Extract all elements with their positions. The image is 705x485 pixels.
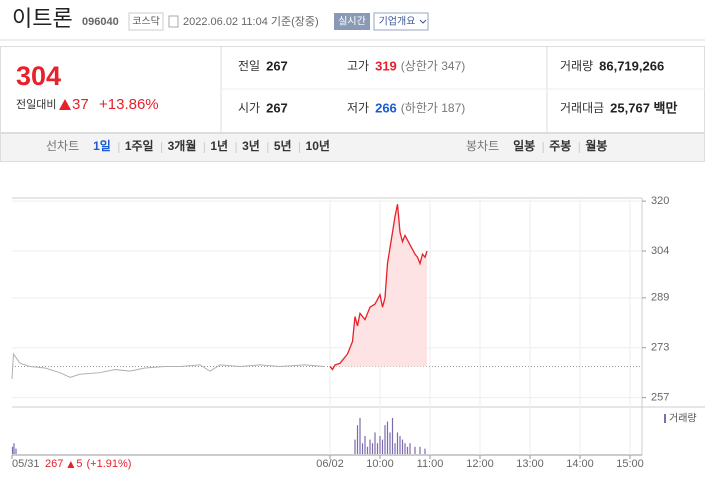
stat-label: 고가 — [347, 59, 369, 73]
stock-code: 096040 — [82, 16, 119, 28]
change-label: 전일대비 — [16, 97, 56, 111]
realtime[interactable]: 실시간 — [338, 16, 366, 28]
volume-bar — [404, 443, 406, 454]
stat-label: 시가 — [238, 101, 260, 115]
footer-price: 267 — [45, 458, 63, 470]
up-arrow — [59, 99, 71, 110]
calendar-icon — [168, 15, 179, 28]
stat-value: 25,767 백만 — [610, 100, 677, 115]
y-tick-label: 304 — [651, 245, 669, 257]
change-pct: +13.86% — [99, 96, 159, 113]
volume-bar — [394, 443, 396, 454]
period-tab[interactable]: 3개월 — [168, 138, 197, 153]
tabs: 선차트 1일 1주일 3개월 1년 3년 5년 10년 봉차트 일봉 주봉 월봉 — [46, 138, 607, 153]
volume-bar — [364, 436, 366, 454]
stat-value: 266 — [375, 100, 397, 115]
stat-value: 267 — [266, 100, 288, 115]
volume-bar — [384, 425, 386, 454]
realtime-badge[interactable] — [334, 13, 370, 30]
volume-bar — [376, 443, 379, 454]
stat-value: 319 — [375, 58, 397, 73]
volume-bar — [401, 439, 404, 454]
period-tab[interactable]: 1주일 — [125, 139, 154, 153]
volume-legend-mark — [664, 414, 666, 423]
stat-note: (상한가 347) — [401, 59, 465, 73]
volume-bar — [424, 448, 426, 454]
stat-label: 저가 — [347, 101, 369, 115]
dropdown-arrow — [419, 19, 427, 24]
market: 코스닥 — [132, 16, 160, 28]
volume-bar — [366, 446, 369, 454]
y-tick-label: 273 — [651, 342, 669, 354]
period-tab[interactable]: 1년 — [210, 139, 228, 153]
stat-label: 거래대금 — [560, 101, 604, 115]
y-tick-label: 320 — [651, 195, 669, 207]
volume-bar — [396, 432, 399, 454]
x-tick-label: 05/31 — [12, 458, 40, 470]
volume-bar — [419, 446, 421, 454]
volume-bar — [379, 436, 381, 454]
volume-bar — [386, 421, 389, 454]
volume-bar — [359, 418, 361, 454]
x-tick-label: 06/02 — [316, 458, 344, 470]
volume-bar — [13, 443, 15, 454]
tab-label: 선차트 — [46, 139, 79, 153]
y-tick-label: 289 — [651, 292, 669, 304]
volume-bar — [391, 418, 394, 454]
stat-label: 거래량 — [560, 59, 593, 73]
volume-bar — [361, 443, 364, 454]
change: 37 — [72, 96, 89, 113]
footer-change-pct: (+1.91%) — [86, 458, 131, 470]
volume-bar — [15, 448, 17, 454]
period-tab[interactable]: 1일 — [93, 139, 111, 153]
volume-bar — [409, 443, 411, 454]
volume-bar — [406, 446, 409, 454]
x-tick-label: 15:00 — [616, 458, 644, 470]
volume-label: 거래량 — [669, 413, 697, 425]
volume-bar — [11, 446, 14, 454]
candle-tab[interactable]: 주봉 — [549, 139, 571, 153]
stat-note: (하한가 187) — [401, 101, 465, 115]
footer-change: 5 — [76, 458, 82, 470]
volume-bar — [414, 446, 416, 454]
price-line — [11, 352, 326, 379]
volume-bar — [369, 439, 371, 454]
candle-tab[interactable]: 월봉 — [585, 138, 607, 153]
stat-value: 267 — [266, 58, 288, 73]
volume-bar — [381, 439, 384, 454]
price-line — [329, 204, 428, 371]
x-tick-label: 14:00 — [566, 458, 594, 470]
up-arrow — [67, 461, 75, 468]
volume-bar — [374, 432, 376, 454]
price: 304 — [16, 61, 61, 91]
company-button[interactable] — [373, 12, 429, 31]
x-tick-label: 13:00 — [516, 458, 544, 470]
x-tick-label: 11:00 — [417, 458, 444, 470]
company[interactable]: 기업개요 — [379, 15, 416, 28]
volume-bar — [354, 439, 356, 454]
stat-value: 86,719,266 — [599, 58, 664, 73]
market-badge — [128, 12, 164, 31]
period-tab[interactable]: 10년 — [306, 139, 330, 153]
stat-label: 전일 — [238, 59, 260, 73]
candle-tab[interactable]: 일봉 — [513, 139, 535, 153]
x-tick-label: 10:00 — [366, 458, 394, 470]
y-tick-label: 257 — [651, 392, 669, 404]
volume-bar — [399, 436, 401, 454]
stock-name: 이트론 — [12, 6, 73, 31]
x-tick-label: 12:00 — [466, 458, 494, 470]
volume-bar — [389, 432, 391, 454]
period-tab[interactable]: 5년 — [274, 139, 292, 153]
tab-label: 봉차트 — [466, 139, 499, 153]
timestamp: 2022.06.02 11:04 기준(장중) — [183, 15, 319, 28]
volume-bar — [371, 443, 374, 454]
price-area — [330, 204, 427, 370]
volume-bar — [356, 425, 359, 454]
period-tab[interactable]: 3년 — [242, 139, 260, 153]
